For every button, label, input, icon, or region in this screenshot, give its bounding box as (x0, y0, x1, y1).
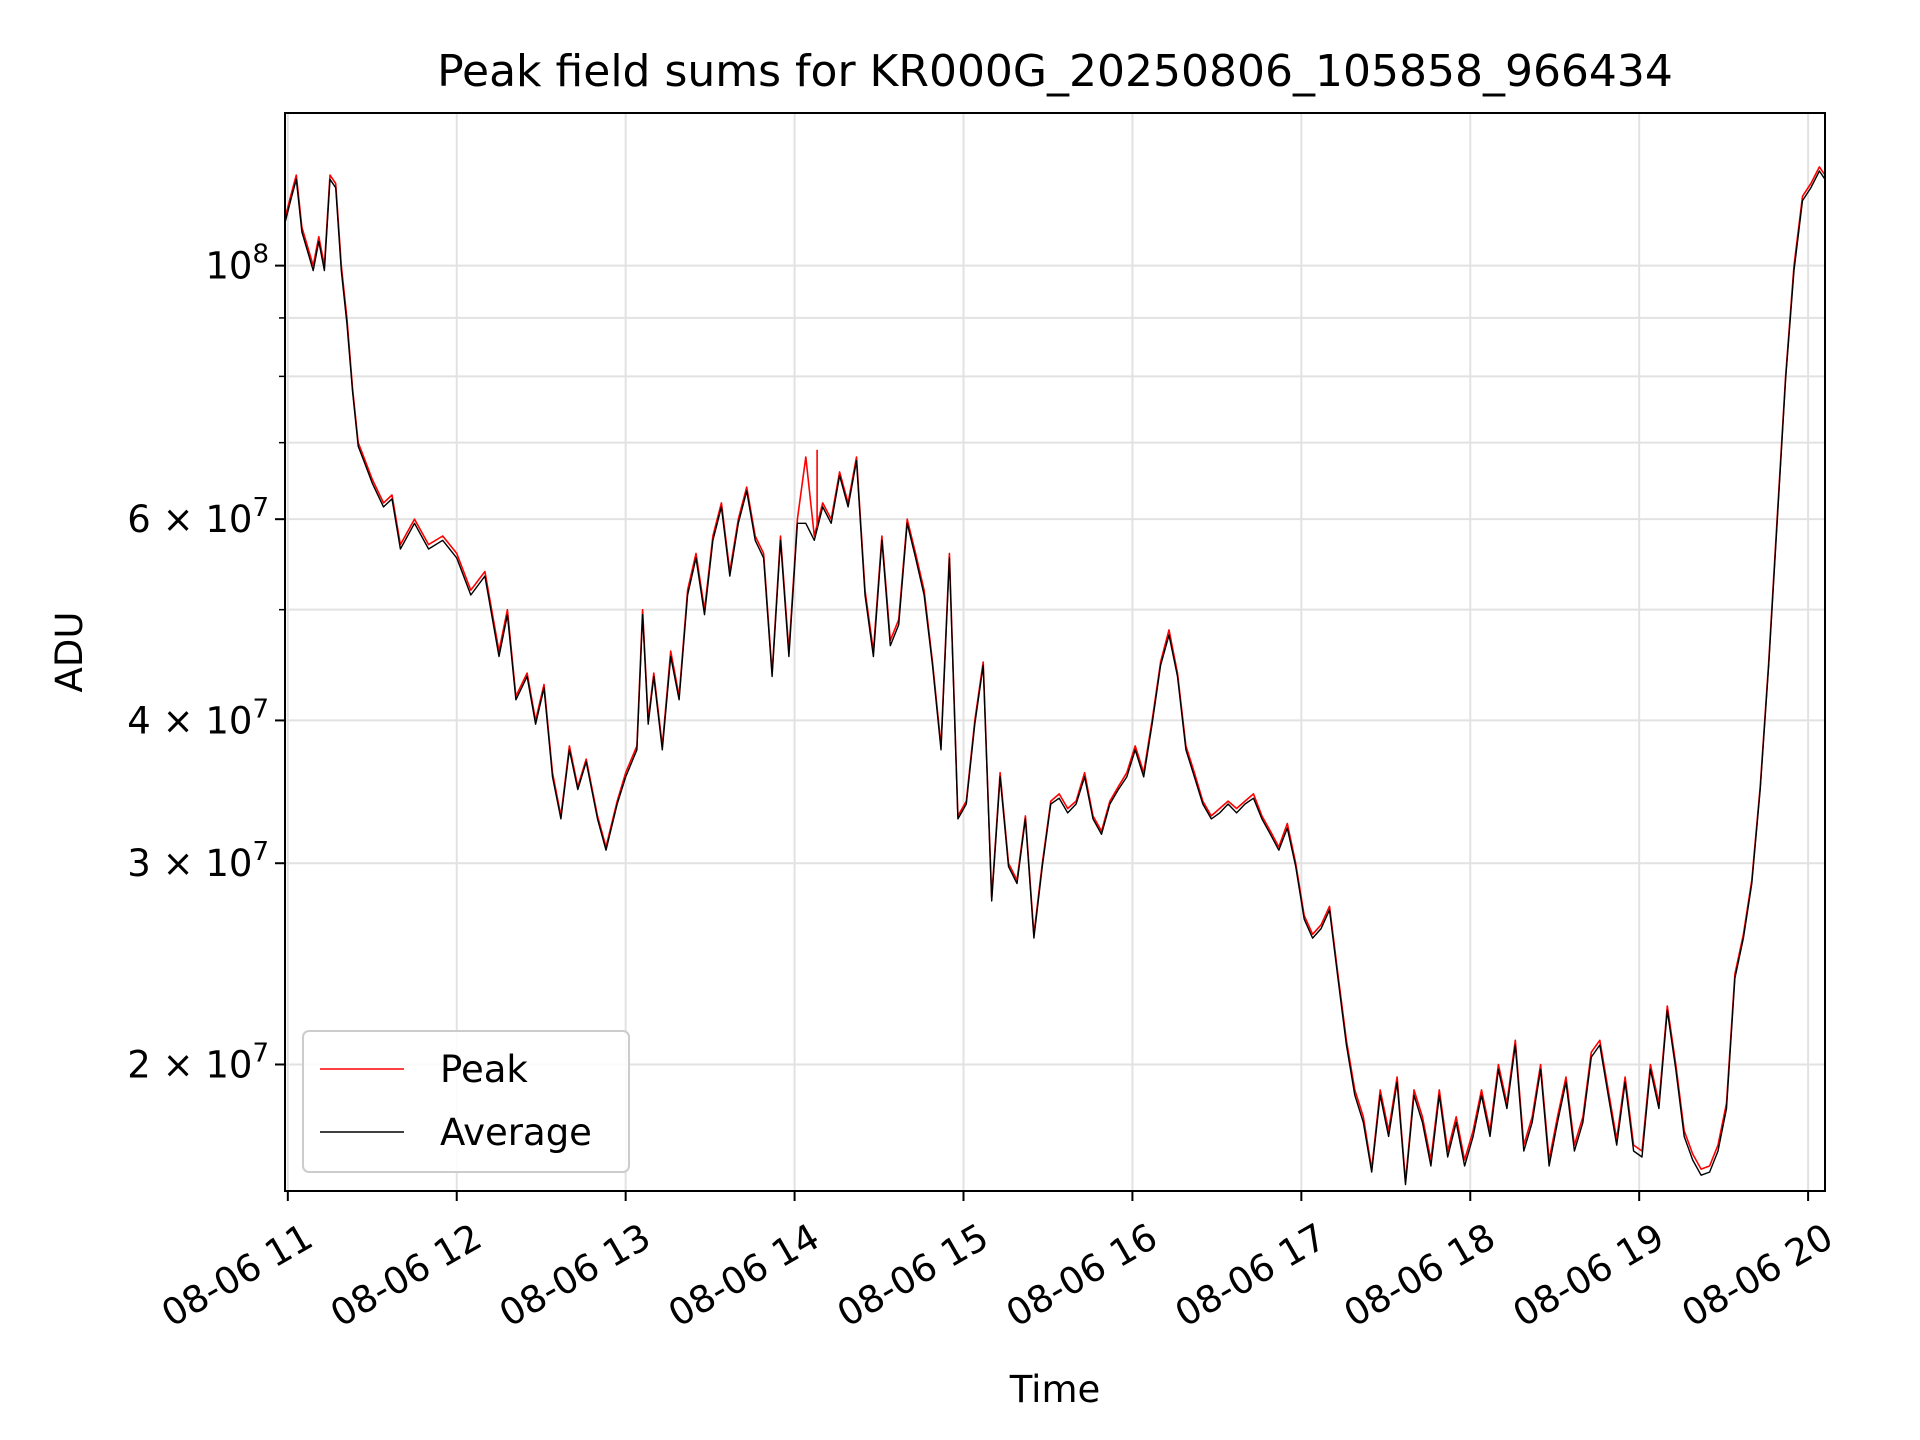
legend: Peak Average (302, 1030, 630, 1173)
series-layer (284, 166, 1826, 1186)
y-tick-label: 2 × 107 (127, 1038, 269, 1086)
y-tick-label: 3 × 107 (127, 837, 269, 885)
y-tick-label: 4 × 107 (127, 694, 269, 742)
chart-title: Peak field sums for KR000G_20250806_1058… (437, 46, 1673, 97)
legend-box (302, 1030, 630, 1173)
y-axis-label: ADU (48, 612, 91, 693)
y-tick-label: 6 × 107 (127, 493, 269, 541)
y-axis: 108 6 × 107 4 × 107 3 × 107 2 × 107 (127, 240, 285, 1086)
y-tick-label: 108 (205, 240, 269, 288)
series-line-average (284, 170, 1826, 1186)
x-axis-label: Time (1009, 1368, 1101, 1411)
plot-frame (284, 112, 1826, 1192)
legend-label-peak: Peak (440, 1048, 528, 1091)
legend-label-average: Average (440, 1111, 592, 1154)
grid (285, 113, 1825, 1191)
